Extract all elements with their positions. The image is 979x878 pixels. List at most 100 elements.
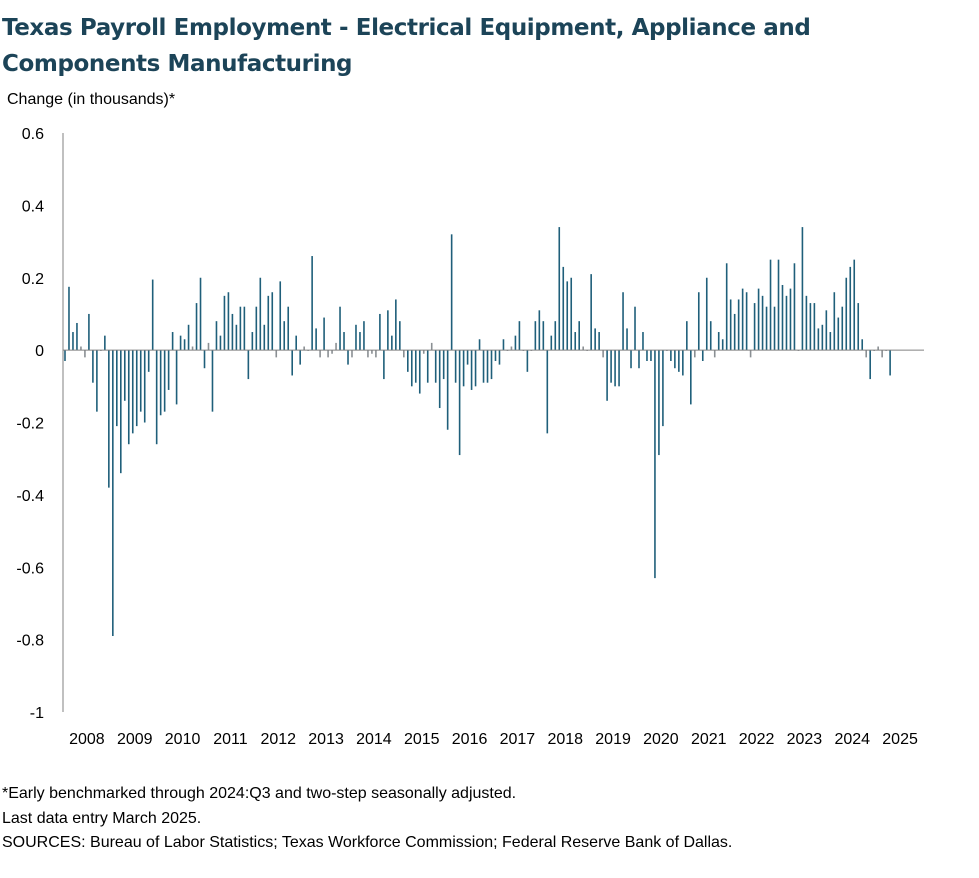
bar <box>594 328 596 351</box>
bar <box>203 350 206 369</box>
y-tick-label: 0.6 <box>22 126 44 143</box>
y-tick-label: 0 <box>35 343 44 360</box>
bar <box>622 292 624 351</box>
x-tick-label: 2018 <box>547 731 583 748</box>
bar <box>486 350 489 383</box>
bar <box>853 259 856 351</box>
bar <box>279 281 282 351</box>
bar <box>179 335 182 351</box>
bar <box>610 350 612 383</box>
bar <box>414 350 417 383</box>
bar <box>841 306 844 351</box>
bar <box>68 286 70 351</box>
last-data-note: Last data entry March 2025. <box>2 809 202 827</box>
bar <box>215 321 218 351</box>
bar <box>546 350 549 434</box>
bar <box>84 350 86 358</box>
bar <box>434 350 437 383</box>
bar <box>319 350 321 358</box>
bar <box>454 350 457 383</box>
bar <box>865 350 867 358</box>
bar <box>251 332 254 351</box>
bar <box>721 339 724 351</box>
chart-title: Texas Payroll Employment - Electrical Eq… <box>2 15 811 77</box>
bar <box>662 350 664 427</box>
bar <box>211 350 214 412</box>
bar <box>697 292 700 351</box>
bar <box>259 277 262 351</box>
bar <box>331 350 333 354</box>
bar <box>889 350 891 376</box>
bar <box>76 322 78 351</box>
bar <box>247 350 250 380</box>
bar-chart: 0.6 0.4 0.2 0 -0.2 -0.4 -0.6 -0.8 -1 2008 2009 201… <box>16 126 924 748</box>
bar <box>833 292 836 351</box>
bar <box>785 295 788 351</box>
y-tick-label: -0.6 <box>16 560 44 577</box>
bar <box>749 350 752 358</box>
bar <box>315 328 317 351</box>
bar <box>123 350 126 401</box>
x-tick-label: 2019 <box>595 731 631 748</box>
bar <box>231 313 234 351</box>
bar <box>327 350 329 358</box>
x-tick-label: 2011 <box>213 731 248 748</box>
bar <box>410 350 413 387</box>
bar <box>391 335 393 351</box>
bar <box>526 350 529 372</box>
bar <box>538 310 541 351</box>
bar <box>239 306 242 351</box>
bar <box>367 350 369 358</box>
bar <box>490 350 493 380</box>
bar <box>877 346 879 351</box>
bar <box>147 350 150 372</box>
x-tick-label: 2021 <box>691 731 727 748</box>
bar <box>626 328 628 351</box>
x-tick-label: 2014 <box>356 731 392 748</box>
bar <box>299 350 301 365</box>
bar <box>116 350 118 427</box>
y-tick-label: -1 <box>30 705 44 722</box>
bar <box>275 350 278 358</box>
y-tick-label: -0.4 <box>16 488 44 505</box>
bar <box>498 350 501 365</box>
bar <box>630 350 632 369</box>
bar <box>729 299 732 351</box>
bar <box>108 350 110 488</box>
bar <box>646 350 648 361</box>
bar <box>765 306 768 351</box>
bar <box>171 332 174 351</box>
bar <box>375 350 377 358</box>
bar <box>741 288 744 351</box>
bar <box>478 339 481 351</box>
bar <box>263 324 266 351</box>
bar <box>705 277 708 351</box>
bar <box>717 332 720 351</box>
bar <box>482 350 485 383</box>
bar <box>399 321 401 351</box>
bar <box>323 317 325 351</box>
bar <box>813 303 816 351</box>
bar <box>654 350 656 579</box>
bar <box>347 350 349 365</box>
bar <box>733 313 736 351</box>
bar <box>805 295 808 351</box>
bar <box>562 266 565 351</box>
bar <box>235 324 238 351</box>
bar <box>458 350 461 456</box>
bar <box>92 350 94 383</box>
bar <box>407 350 409 372</box>
bar <box>167 350 170 390</box>
bar <box>753 303 756 351</box>
bar <box>191 346 194 351</box>
bar <box>849 266 852 351</box>
bar <box>690 350 692 405</box>
bar <box>474 350 477 387</box>
x-tick-label: 2015 <box>404 731 440 748</box>
bar <box>566 281 569 351</box>
bar <box>757 288 760 351</box>
bar <box>825 310 828 351</box>
bar <box>207 342 210 351</box>
bar <box>821 324 824 351</box>
bar <box>175 350 178 405</box>
